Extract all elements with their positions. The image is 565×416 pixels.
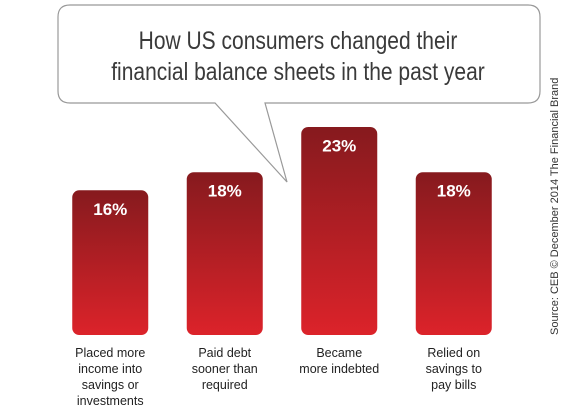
value-label: 18% bbox=[437, 182, 471, 201]
bar bbox=[415, 172, 492, 335]
category-label: Placed more income into savings or inves… bbox=[75, 346, 146, 408]
source-note: Source: CEB © December 2014 The Financia… bbox=[549, 77, 561, 335]
bar bbox=[186, 172, 263, 335]
category-label: Relied on savings to pay bills bbox=[425, 346, 482, 392]
category-label: Paid debt sooner than required bbox=[191, 346, 258, 392]
category-label: Became more indebted bbox=[299, 346, 380, 376]
value-label: 18% bbox=[208, 182, 242, 201]
speech-bubble bbox=[57, 4, 541, 183]
value-label: 23% bbox=[322, 136, 356, 155]
value-label: 16% bbox=[93, 200, 127, 219]
bar bbox=[72, 190, 149, 335]
chart-title: How US consumers changed their financial… bbox=[111, 27, 485, 86]
bar bbox=[301, 127, 378, 335]
